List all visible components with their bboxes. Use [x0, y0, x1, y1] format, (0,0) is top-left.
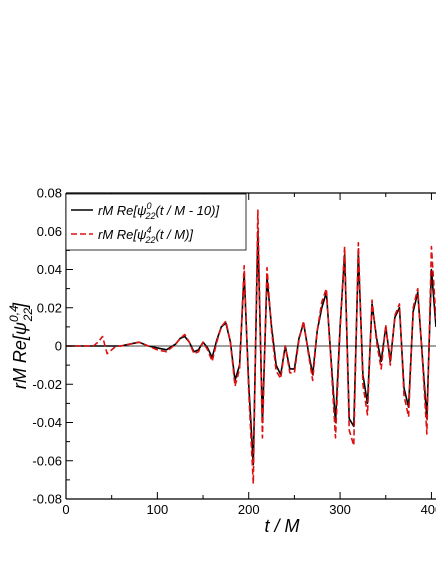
legend-label-0: rM Re[ψ0 22(t / M - 10)] — [98, 201, 219, 221]
x-tick-label: 100 — [147, 502, 169, 517]
y-tick-label: 0 — [55, 339, 62, 354]
legend-label-1: rM Re[ψ4 22(t / M)] — [98, 225, 193, 245]
y-axis-title: rM Re[ψ0,422] — [7, 302, 35, 389]
y-tick-label: -0.04 — [32, 415, 62, 430]
ticks: 0 100 200 300 400 -0.08 -0.06 -0.04 -0.02 0 0.02 0.… — [32, 186, 436, 518]
x-axis-title: t / M — [265, 516, 300, 536]
x-tick-label: 400 — [421, 502, 436, 517]
x-tick-label: 300 — [329, 502, 351, 517]
y-tick-label: 0.08 — [37, 186, 62, 201]
y-tick-label: 0.04 — [37, 262, 62, 277]
y-tick-label: 0.06 — [37, 224, 62, 239]
y-tick-label: 0.02 — [37, 300, 62, 315]
y-tick-label: -0.06 — [32, 453, 62, 468]
y-tick-label: -0.08 — [32, 492, 62, 507]
series-line-1 — [66, 209, 436, 485]
series-layer — [66, 209, 436, 485]
legend: rM Re[ψ0 22(t / M - 10)] rM Re[ψ4 22(t / M)… — [65, 193, 247, 251]
legend-box — [65, 193, 247, 251]
x-tick-label: 200 — [238, 502, 260, 517]
x-tick-label: 0 — [62, 502, 69, 517]
y-tick-label: -0.02 — [32, 377, 62, 392]
